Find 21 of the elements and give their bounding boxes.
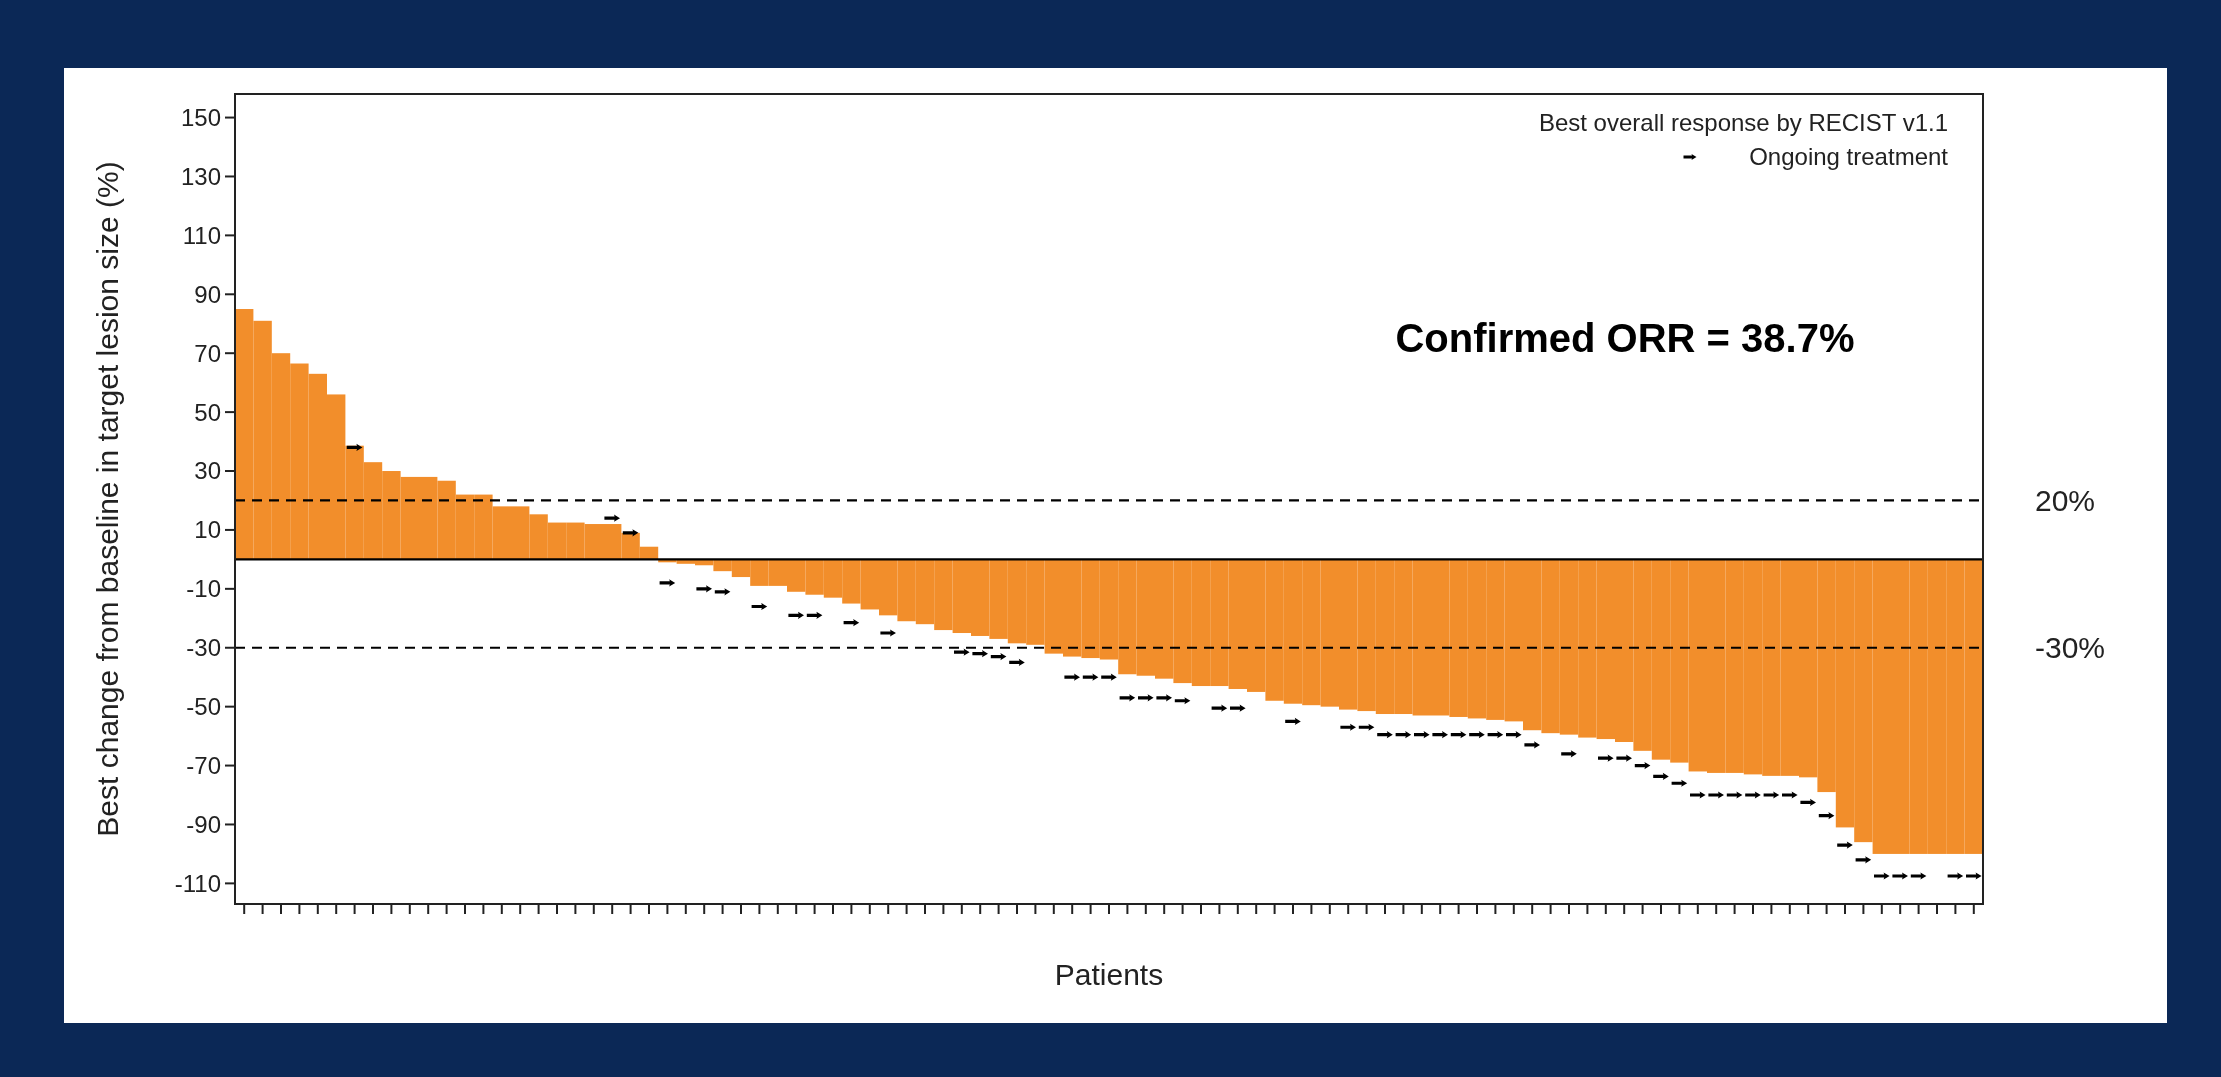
y-tick-label: -30 <box>186 634 221 662</box>
y-tick-label: 150 <box>180 103 221 131</box>
y-tick-label: 130 <box>180 162 221 190</box>
legend-title: Best overall response by RECIST v1.1 <box>1538 109 1948 136</box>
y-tick-label: -110 <box>174 869 221 897</box>
y-tick-label: -10 <box>186 575 221 603</box>
y-tick-label: 10 <box>194 516 221 544</box>
y-tick-label: 90 <box>194 280 221 308</box>
y-tick-label: -50 <box>186 693 221 721</box>
y-tick-label: 30 <box>194 457 221 485</box>
y-tick-label: 50 <box>194 398 221 426</box>
ref-line-label: -30% <box>2035 631 2106 665</box>
x-axis-title: Patients <box>1054 958 1164 991</box>
legend-label: Ongoing treatment <box>1749 143 1949 170</box>
y-tick-label: 110 <box>182 221 221 249</box>
y-tick-label: -70 <box>186 751 221 779</box>
ref-line-label: 20% <box>2035 483 2096 517</box>
y-tick-label: 70 <box>194 339 221 367</box>
y-tick-label: -90 <box>186 810 221 838</box>
annotation: Confirmed ORR = 38.7% <box>1395 316 1855 360</box>
y-axis-title: Best change from baseline in target lesion size (%) <box>91 161 124 837</box>
